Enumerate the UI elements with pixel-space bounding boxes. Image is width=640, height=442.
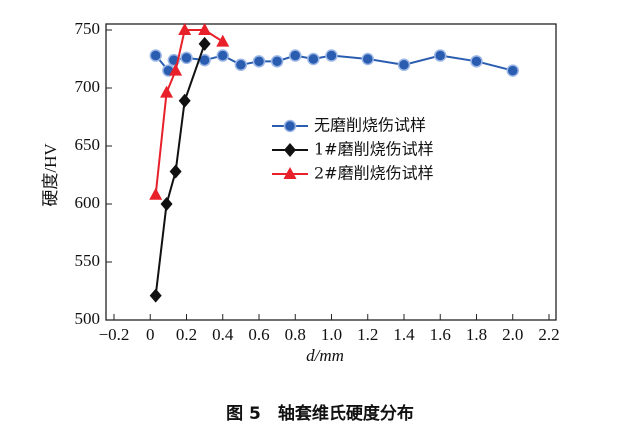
marker [198,23,212,35]
x-axis-label: d/mm [306,346,344,365]
marker [289,49,302,62]
marker [149,187,163,200]
marker [434,49,447,62]
marker [149,49,162,62]
x-tick-label: 0.6 [248,325,269,344]
legend-label: 2#磨削烧伤试样 [314,164,434,183]
legend-label: 无磨削烧伤试样 [314,116,426,135]
marker [470,55,483,68]
marker [180,51,193,65]
x-tick-label: 2.0 [502,325,523,344]
marker [160,85,174,98]
marker [160,197,173,211]
marker [252,55,266,68]
legend-label: 1#磨削烧伤试样 [314,140,434,159]
y-axis-label: 硬度/HV [41,143,60,207]
x-tick-label: 2.2 [538,325,559,344]
x-tick-label: 0 [146,325,155,344]
marker [169,164,182,179]
marker [283,119,297,133]
marker [149,288,162,303]
marker [178,93,191,108]
marker [169,63,183,76]
x-tick-label: 1.0 [321,325,342,344]
x-tick-label: 1.4 [393,325,415,344]
x-tick-label: 0.8 [285,325,306,344]
marker [506,64,519,77]
x-tick-label: 1.8 [466,325,487,344]
x-tick-label: 1.6 [430,325,451,344]
marker [216,49,229,62]
marker [234,58,248,72]
y-tick-label: 700 [75,77,101,96]
marker [283,167,297,179]
marker [270,55,284,68]
marker [397,58,411,72]
y-tick-label: 750 [75,19,101,38]
x-tick-label: 0.4 [212,325,234,344]
marker [198,36,211,51]
x-tick-label: 1.2 [357,325,378,344]
caption: 图 5 轴套维氏硬度分布 [226,403,414,424]
y-tick-label: 550 [75,251,101,270]
y-tick-label: 650 [75,135,101,154]
marker [325,49,338,62]
marker [284,143,296,157]
y-tick-label: 600 [75,193,101,212]
marker [216,34,230,47]
marker [361,52,374,66]
marker [307,52,320,66]
y-tick-label: 500 [75,309,101,328]
x-tick-label: −0.2 [99,325,130,344]
x-tick-label: 0.2 [176,325,197,344]
marker [178,23,192,35]
